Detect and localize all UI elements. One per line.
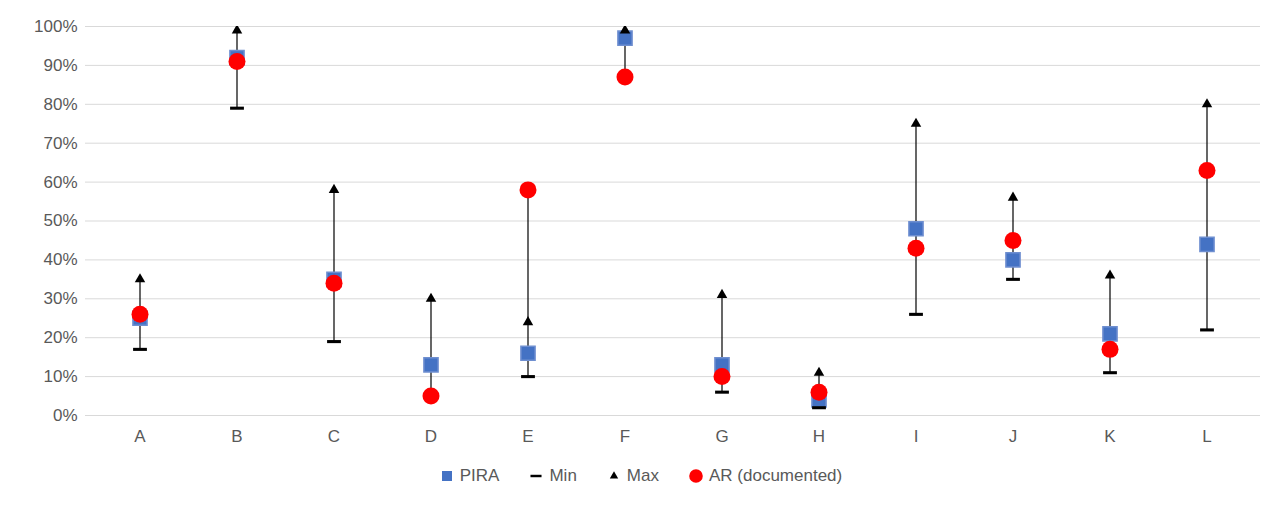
svg-text:60%: 60% <box>43 173 77 192</box>
svg-text:30%: 30% <box>43 289 77 308</box>
svg-text:H: H <box>813 427 825 446</box>
svg-text:20%: 20% <box>43 328 77 347</box>
svg-text:80%: 80% <box>43 95 77 114</box>
svg-text:F: F <box>620 427 630 446</box>
html-text:Max: Max <box>626 466 659 485</box>
svg-text:A: A <box>134 427 146 446</box>
svg-text:100%: 100% <box>34 17 77 36</box>
svg-text:0%: 0% <box>53 406 78 425</box>
html-text:AR (documented): AR (documented) <box>709 466 843 485</box>
svg-text:J: J <box>1009 427 1018 446</box>
svg-text:G: G <box>715 427 728 446</box>
html-text:PIRA: PIRA <box>459 466 500 485</box>
svg-text:C: C <box>328 427 340 446</box>
html-text:Min: Min <box>549 466 577 485</box>
svg-text:90%: 90% <box>43 56 77 75</box>
svg-text:70%: 70% <box>43 134 77 153</box>
svg-text:K: K <box>1104 427 1116 446</box>
svg-text:L: L <box>1202 427 1211 446</box>
svg-text:I: I <box>914 427 919 446</box>
svg-text:50%: 50% <box>43 211 77 230</box>
svg-text:D: D <box>425 427 437 446</box>
svg-text:B: B <box>231 427 242 446</box>
svg-text:10%: 10% <box>43 367 77 386</box>
svg-text:40%: 40% <box>43 250 77 269</box>
svg-text:E: E <box>522 427 533 446</box>
